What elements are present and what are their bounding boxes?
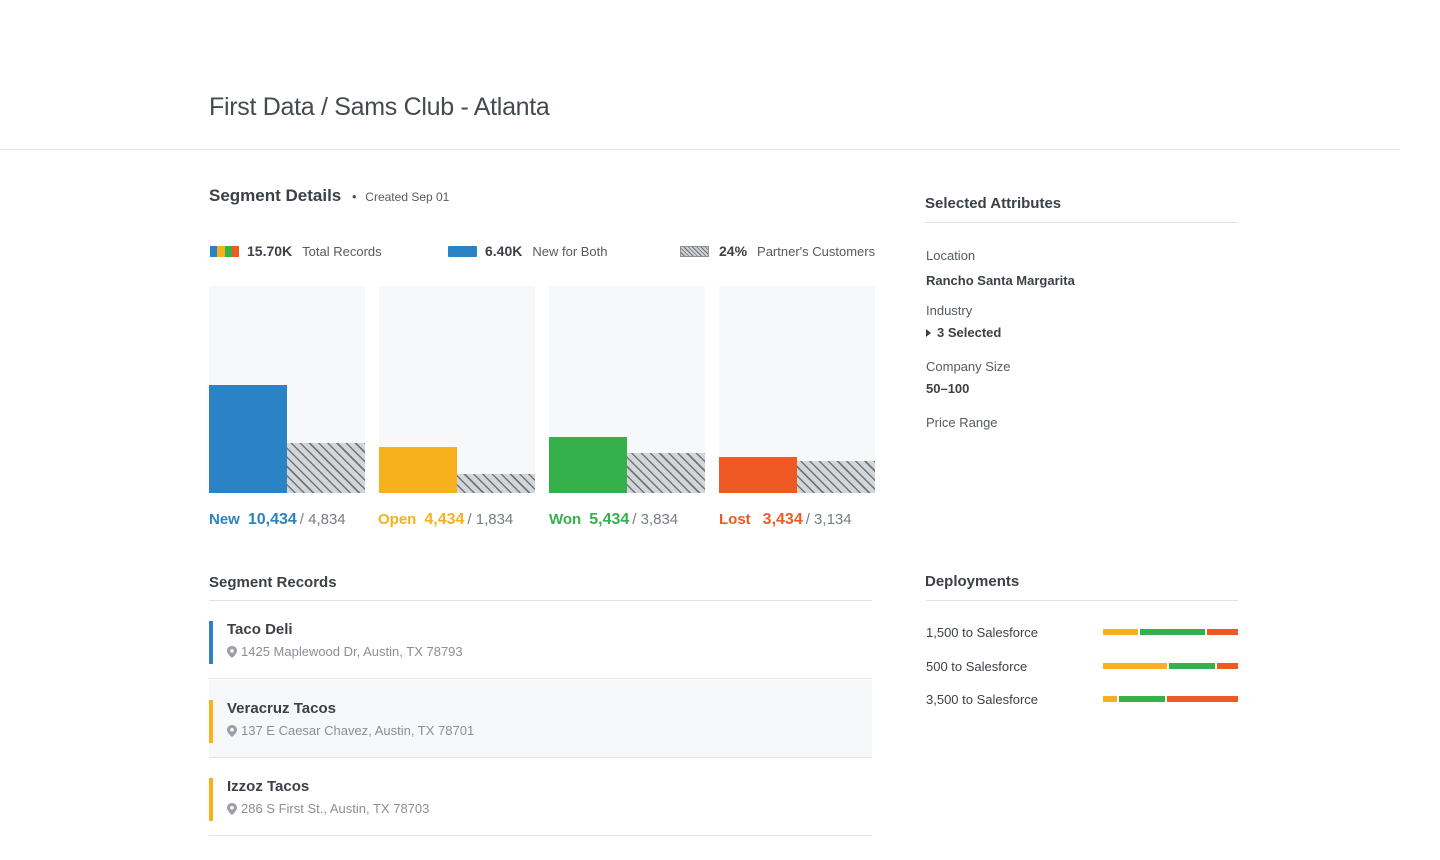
chart-panel-open[interactable] <box>379 286 535 493</box>
deployment-bar <box>1103 629 1238 635</box>
bar-lost-primary <box>719 457 797 493</box>
record-name: Izzoz Tacos <box>227 778 310 795</box>
segment-details-title: Segment Details <box>209 186 342 205</box>
record-address: 137 E Caesar Chavez, Austin, TX 78701 <box>241 723 475 738</box>
stat-open: Open 4,434 / 1,834 <box>378 511 513 529</box>
legend-new-for-both: 6.40K New for Both <box>448 242 608 260</box>
deployment-segment-yellow <box>1103 629 1139 635</box>
bar-won-partner <box>627 453 705 493</box>
record-address: 286 S First St., Austin, TX 78703 <box>241 801 430 816</box>
location-label: Location <box>926 248 976 263</box>
record-name: Veracruz Tacos <box>227 700 336 717</box>
separator-dot: • <box>352 189 357 204</box>
deployment-segment-green <box>1169 663 1216 669</box>
price-range-label: Price Range <box>926 415 998 430</box>
legend-value: 6.40K <box>485 243 523 259</box>
location-pin-icon <box>227 802 237 815</box>
deployments-divider <box>926 600 1238 601</box>
record-color-bar <box>209 778 213 821</box>
segment-records-title: Segment Records <box>209 574 337 591</box>
deployments-title: Deployments <box>925 573 1020 590</box>
record-address: 1425 Maplewood Dr, Austin, TX 78793 <box>241 644 463 659</box>
bar-open-partner <box>457 474 535 493</box>
record-address-line: 1425 Maplewood Dr, Austin, TX 78793 <box>227 644 463 659</box>
record-address-line: 286 S First St., Austin, TX 78703 <box>227 801 429 816</box>
industry-label: Industry <box>926 303 973 318</box>
blue-swatch-icon <box>448 245 477 257</box>
stat-partner: / 4,834 <box>299 511 346 528</box>
deployment-segment-orange <box>1217 663 1238 669</box>
records-divider <box>209 600 872 601</box>
stat-value: 4,434 <box>424 511 465 528</box>
industry-toggle[interactable]: 3 Selected <box>926 325 1001 340</box>
selected-attributes-title: Selected Attributes <box>925 195 1062 212</box>
chart-panel-won[interactable] <box>549 286 705 493</box>
company-size-label: Company Size <box>926 359 1011 374</box>
company-size-value: 50–100 <box>926 381 970 396</box>
legend-label: New for Both <box>532 243 608 259</box>
record-address-line: 137 E Caesar Chavez, Austin, TX 78701 <box>227 723 474 738</box>
legend-value: 24% <box>719 243 748 259</box>
multi-color-swatch-icon <box>210 245 239 257</box>
stat-lost: Lost 3,434 / 3,134 <box>719 511 852 529</box>
segment-details-heading: Segment Details • Created Sep 01 <box>209 186 449 206</box>
deployment-segment-yellow <box>1103 663 1168 669</box>
deployment-segment-orange <box>1167 696 1238 702</box>
stat-value: 3,434 <box>762 511 803 528</box>
bar-lost-partner <box>797 460 875 493</box>
stat-partner: / 3,134 <box>805 511 852 528</box>
deployment-segment-orange <box>1206 629 1238 635</box>
stat-value: 5,434 <box>589 511 630 528</box>
industry-value: 3 Selected <box>937 325 1002 340</box>
stat-partner: / 1,834 <box>467 511 514 528</box>
page-title: First Data / Sams Club - Atlanta <box>209 93 550 121</box>
deployment-bar <box>1103 663 1238 669</box>
caret-right-icon <box>926 328 931 337</box>
attributes-divider <box>925 222 1238 223</box>
deployment-segment-yellow <box>1103 696 1118 702</box>
hatch-swatch-icon <box>680 245 709 257</box>
stat-won: Won 5,434 / 3,834 <box>549 511 678 529</box>
deployment-label[interactable]: 3,500 to Salesforce <box>926 692 1039 707</box>
stat-value: 10,434 <box>247 511 297 528</box>
stat-label: New <box>209 511 240 528</box>
header-divider <box>0 149 1400 150</box>
bar-new-partner <box>287 442 365 493</box>
record-row[interactable]: Izzoz Tacos 286 S First St., Austin, TX … <box>209 758 872 836</box>
bar-open-primary <box>379 447 457 493</box>
stat-new: New 10,434 / 4,834 <box>209 511 346 529</box>
location-pin-icon <box>227 724 237 737</box>
stat-label: Won <box>549 511 582 528</box>
record-row[interactable]: Veracruz Tacos 137 E Caesar Chavez, Aust… <box>209 680 872 758</box>
stat-partner: / 3,834 <box>632 511 679 528</box>
record-name: Taco Deli <box>227 621 293 638</box>
chart-panel-new[interactable] <box>209 286 365 493</box>
bar-new-primary <box>209 385 287 493</box>
record-color-bar <box>209 700 213 743</box>
legend-partners-customers: 24% Partner's Customers <box>680 242 875 260</box>
created-date: Created Sep 01 <box>365 190 450 204</box>
location-value: Rancho Santa Margarita <box>926 273 1075 288</box>
record-color-bar <box>209 621 213 664</box>
legend-total-records: 15.70K Total Records <box>210 242 382 260</box>
stat-label: Lost <box>719 511 751 528</box>
legend-label: Partner's Customers <box>757 243 876 259</box>
record-row[interactable]: Taco Deli 1425 Maplewood Dr, Austin, TX … <box>209 601 872 679</box>
deployment-segment-green <box>1140 629 1205 635</box>
bar-won-primary <box>549 436 627 493</box>
deployment-bar <box>1103 696 1238 702</box>
deployment-segment-green <box>1119 696 1166 702</box>
stat-label: Open <box>378 511 417 528</box>
legend-label: Total Records <box>302 243 382 259</box>
chart-panel-lost[interactable] <box>719 286 875 493</box>
deployment-label[interactable]: 500 to Salesforce <box>926 659 1028 674</box>
legend-value: 15.70K <box>247 243 293 259</box>
deployment-label[interactable]: 1,500 to Salesforce <box>926 625 1039 640</box>
location-pin-icon <box>227 645 237 658</box>
